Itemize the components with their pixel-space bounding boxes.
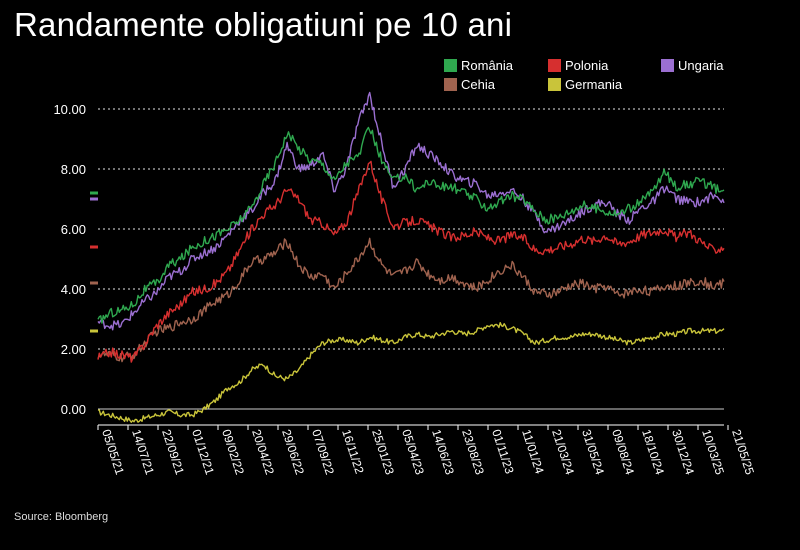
- legend-label: România: [461, 58, 514, 73]
- legend-item: Polonia: [548, 58, 609, 73]
- y-tick-label: 10.00: [53, 102, 86, 117]
- legend-swatch: [548, 78, 561, 91]
- source-note: Source: Bloomberg: [14, 511, 109, 523]
- legend-label: Ungaria: [678, 58, 724, 73]
- x-tick-label: 01/11/23: [489, 428, 517, 476]
- x-tick-label: 31/05/24: [579, 428, 607, 477]
- x-tick-label: 07/09/22: [309, 428, 337, 477]
- legend-label: Cehia: [461, 77, 496, 92]
- legend-swatch: [444, 78, 457, 91]
- last-value-markers: [90, 191, 98, 333]
- x-tick-label: 10/03/25: [699, 428, 727, 477]
- y-tick-label: 2.00: [61, 342, 86, 357]
- y-tick-label: 6.00: [61, 222, 86, 237]
- x-tick-label: 09/08/24: [609, 428, 637, 477]
- series-line-germania: [97, 322, 725, 423]
- series-lines: [97, 91, 725, 423]
- x-tick-label: 23/08/23: [459, 428, 487, 477]
- x-tick-label: 09/02/22: [219, 428, 247, 477]
- y-tick-label: 4.00: [61, 282, 86, 297]
- series-line-polonia: [97, 160, 725, 363]
- y-tick-label: 8.00: [61, 162, 86, 177]
- last-value-marker: [90, 197, 98, 201]
- series-line-cehia: [97, 237, 725, 363]
- legend-label: Polonia: [565, 58, 609, 73]
- y-tick-label: 0.00: [61, 402, 86, 417]
- x-tick-label: 16/11/22: [339, 428, 367, 476]
- x-tick-label: 18/10/24: [639, 428, 667, 477]
- x-tick-label: 30/12/24: [669, 428, 697, 477]
- x-tick-label: 29/06/22: [279, 428, 307, 477]
- x-tick-label: 25/01/23: [369, 428, 397, 477]
- x-tick-label: 14/07/21: [129, 428, 157, 477]
- legend-item: Cehia: [444, 77, 496, 92]
- legend-label: Germania: [565, 77, 623, 92]
- last-value-marker: [90, 281, 98, 285]
- x-tick-label: 11/01/24: [519, 428, 547, 476]
- series-line-romania: [97, 126, 725, 324]
- last-value-marker: [90, 245, 98, 249]
- x-tick-label: 22/09/21: [159, 428, 187, 477]
- x-tick-label: 05/05/21: [99, 428, 127, 477]
- legend-item: România: [444, 58, 514, 73]
- x-tick-label: 14/06/23: [429, 428, 457, 477]
- x-tick-label: 05/04/23: [399, 428, 427, 477]
- x-tick-label: 21/03/24: [549, 428, 577, 477]
- x-axis: 05/05/21 14/07/21 22/09/21 01/12/21 09/02/22…: [97, 424, 757, 477]
- x-tick-label: 20/04/22: [249, 428, 277, 477]
- last-value-marker: [90, 329, 98, 333]
- legend-swatch: [444, 59, 457, 72]
- y-axis-ticks: 0.00 2.00 4.00 6.00 8.00 10.00: [53, 102, 86, 417]
- legend-swatch: [548, 59, 561, 72]
- series-line-ungaria: [97, 91, 725, 331]
- legend-item: Germania: [548, 77, 623, 92]
- legend-swatch: [661, 59, 674, 72]
- x-tick-label: 21/05/25: [729, 428, 757, 477]
- last-value-marker: [90, 191, 98, 195]
- legend: România Polonia Ungaria Cehia Germania: [444, 58, 724, 92]
- legend-item: Ungaria: [661, 58, 724, 73]
- chart-title: Randamente obligatiuni pe 10 ani: [14, 6, 513, 43]
- x-tick-label: 01/12/21: [189, 428, 217, 477]
